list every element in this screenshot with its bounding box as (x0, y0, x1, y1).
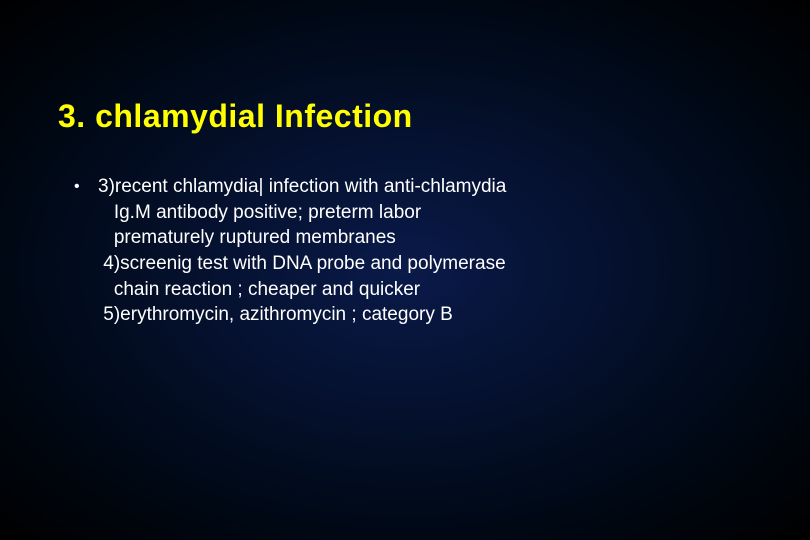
slide: 3. chlamydial Infection • 3)recent chlam… (0, 0, 810, 540)
slide-title: 3. chlamydial Infection (58, 98, 413, 135)
bullet-text: 3)recent chlamydia| infection with anti-… (98, 174, 506, 328)
bullet-item: • 3)recent chlamydia| infection with ant… (74, 174, 506, 328)
slide-content: • 3)recent chlamydia| infection with ant… (74, 174, 506, 328)
bullet-marker: • (74, 174, 98, 198)
